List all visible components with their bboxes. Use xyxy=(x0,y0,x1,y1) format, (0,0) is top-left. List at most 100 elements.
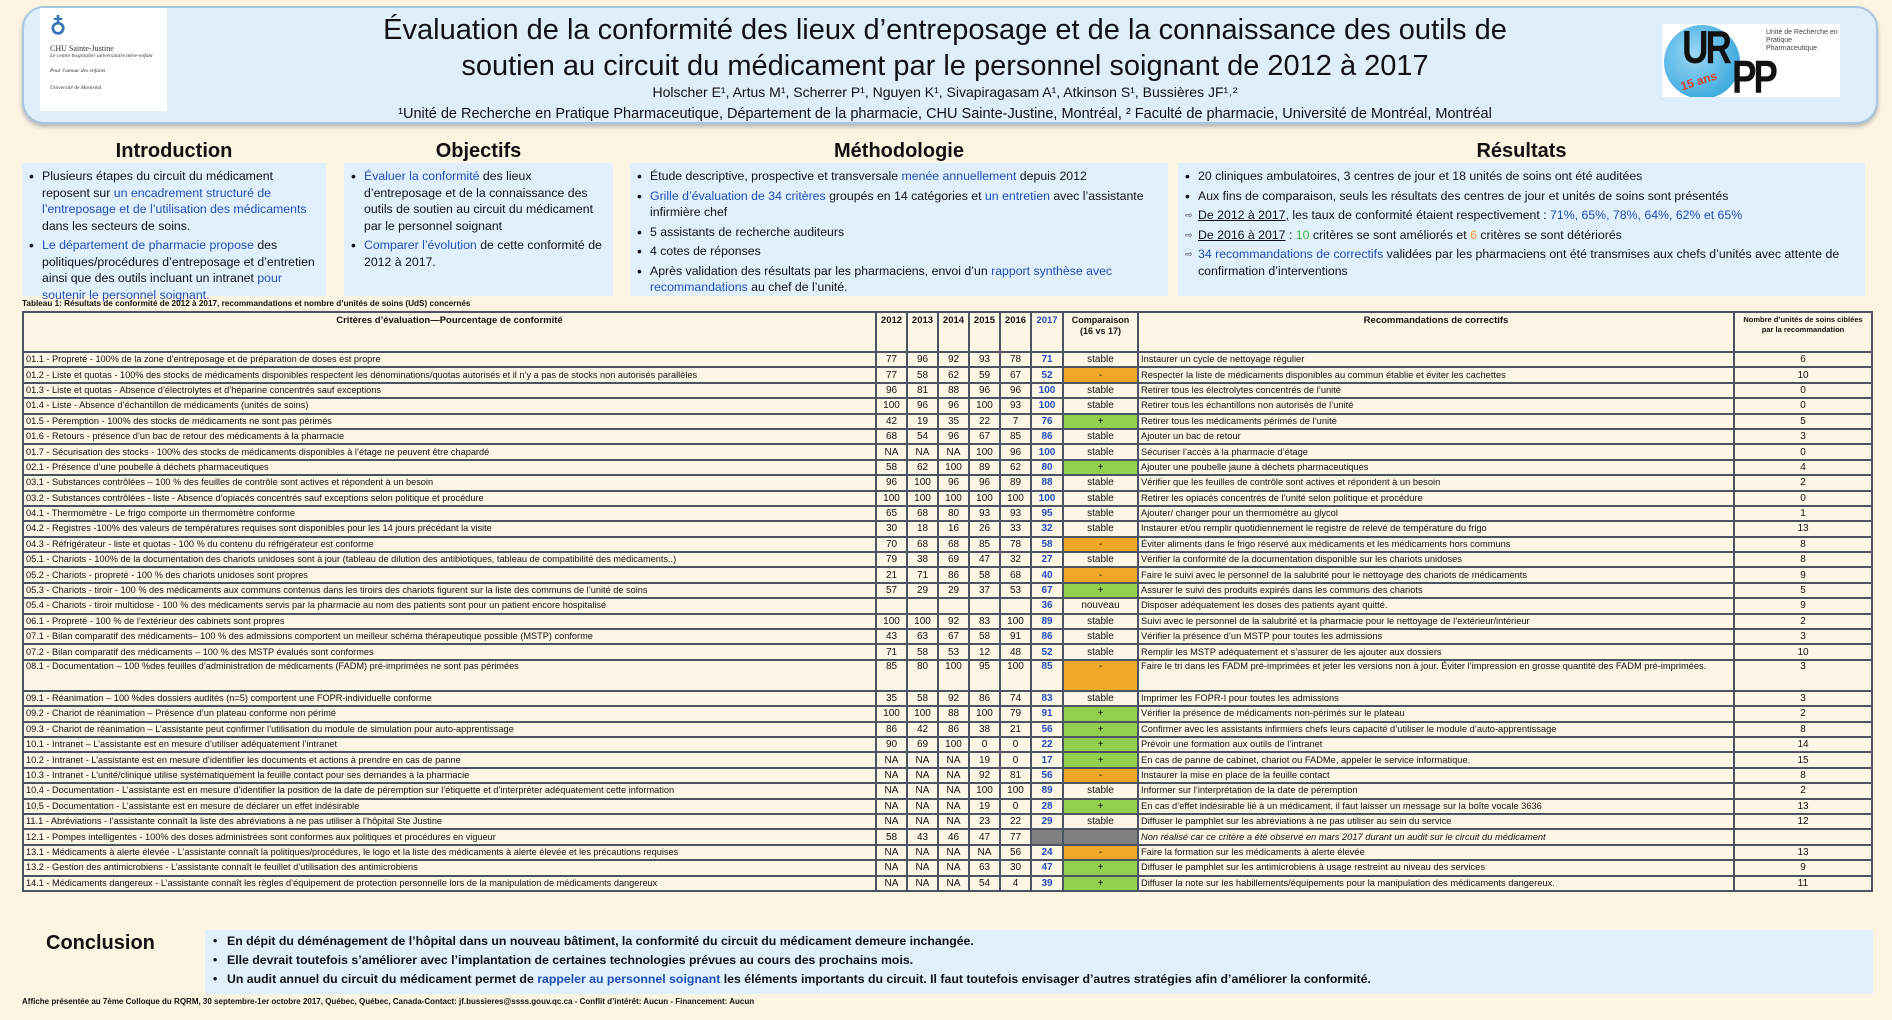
text-segment: validées par les pharmaciens ont été tra… xyxy=(1198,247,1840,278)
units-count-cell: 5 xyxy=(1733,412,1873,430)
value-2017-cell: 89 xyxy=(1030,782,1064,800)
year-value-cell: NA xyxy=(937,443,970,461)
year-value-cell: NA xyxy=(937,843,970,862)
list-item: Un audit annuel du circuit du médicament… xyxy=(213,970,1865,989)
poster-header xyxy=(22,6,1878,124)
list-item: 5 assistants de recherche auditeurs xyxy=(636,224,1162,241)
year-value-cell: 59 xyxy=(968,366,1001,384)
comparison-cell: stable xyxy=(1062,381,1139,400)
recommendation-cell: Ajouter/ changer pour un thermomètre au … xyxy=(1137,504,1735,523)
year-value-cell: 62 xyxy=(906,458,939,477)
year-value-cell: 89 xyxy=(999,474,1032,492)
table-header-row: Critères d’évaluation—Pourcentage de con… xyxy=(22,311,1873,353)
year-value-cell: 95 xyxy=(968,658,1001,692)
text-segment: 10 xyxy=(1295,227,1310,242)
table-row: 04.2 - Registres -100% des valeurs de te… xyxy=(22,520,1873,538)
header-year: 2012 xyxy=(875,311,908,353)
comparison-cell: + xyxy=(1062,720,1139,739)
units-count-cell: 8 xyxy=(1733,551,1873,569)
year-value-cell: 100 xyxy=(875,705,908,723)
text-segment: au chef de l’unité. xyxy=(747,280,848,294)
header-year-2017: 2017 xyxy=(1030,311,1064,353)
table-row: 01.1 - Propreté - 100% de la zone d’entr… xyxy=(22,350,1873,369)
year-value-cell: 57 xyxy=(875,581,908,600)
criterion-cell: 11.1 - Abréviations - l’assistante conna… xyxy=(22,812,877,831)
urpp-logo-pp: PP xyxy=(1732,51,1778,97)
text-segment: Étude descriptive, prospective et transv… xyxy=(650,169,902,183)
year-value-cell: 38 xyxy=(906,551,939,569)
year-value-cell: 32 xyxy=(999,551,1032,569)
comparison-cell: stable xyxy=(1062,474,1139,492)
value-2017-cell: 89 xyxy=(1030,612,1064,631)
year-value-cell: NA xyxy=(875,843,908,862)
year-value-cell: 100 xyxy=(937,458,970,477)
chu-logo-mark-icon: ♁ xyxy=(50,14,67,39)
year-value-cell: 62 xyxy=(937,366,970,384)
units-count-cell: 5 xyxy=(1733,581,1873,600)
year-value-cell: 19 xyxy=(906,412,939,430)
year-value-cell: 81 xyxy=(999,766,1032,785)
units-count-cell: 13 xyxy=(1733,843,1873,862)
year-value-cell: 65 xyxy=(875,504,908,523)
units-count-cell: 9 xyxy=(1733,566,1873,584)
comparison-cell: + xyxy=(1062,458,1139,477)
year-value-cell: 56 xyxy=(999,843,1032,862)
year-value-cell: NA xyxy=(875,874,908,892)
recommendation-cell: Ajouter une poubelle jaune à déchets pha… xyxy=(1137,458,1735,477)
recommendation-cell: Confirmer avec les assistants infirmiers… xyxy=(1137,720,1735,739)
table-row: 01.3 - Liste et quotas - Absence d’élect… xyxy=(22,381,1873,400)
value-2017-cell: 32 xyxy=(1030,520,1064,538)
year-value-cell: 7 xyxy=(999,412,1032,430)
year-value-cell: 100 xyxy=(937,658,970,692)
criterion-cell: 07.1 - Bilan comparatif des médicaments–… xyxy=(22,628,877,646)
table-row: 08.1 - Documentation – 100 %des feuilles… xyxy=(22,658,1873,692)
year-value-cell: 90 xyxy=(875,735,908,754)
year-value-cell: NA xyxy=(875,443,908,461)
comparison-cell: + xyxy=(1062,412,1139,430)
introduction-heading: Introduction xyxy=(115,140,233,162)
year-value-cell: 85 xyxy=(875,658,908,692)
units-count-cell: 8 xyxy=(1733,766,1873,785)
table-row: 01.7 - Sécurisation des stocks - 100% de… xyxy=(22,443,1873,461)
table-row: 09.2 - Chariot de réanimation – Présence… xyxy=(22,705,1873,723)
objectifs-list: Évaluer la conformité des lieux d’entrep… xyxy=(350,168,607,270)
table-row: 04.3 - Réfrigérateur - liste et quotas -… xyxy=(22,535,1873,554)
recommendation-cell: Faire le suivi avec le personnel de la s… xyxy=(1137,566,1735,584)
year-value-cell: 77 xyxy=(875,350,908,369)
criterion-cell: 03.1 - Substances contrôlées – 100 % des… xyxy=(22,474,877,492)
value-2017-cell: 86 xyxy=(1030,628,1064,646)
text-segment: Plusieurs étapes du circuit du médicamen… xyxy=(42,169,274,200)
list-item: Comparer l’évolution de cette conformité… xyxy=(350,237,607,270)
year-value-cell: 89 xyxy=(968,458,1001,477)
year-value-cell: 68 xyxy=(906,504,939,523)
year-value-cell: NA xyxy=(937,751,970,769)
recommendation-cell: Non réalisé car ce critère a été observé… xyxy=(1137,828,1735,846)
value-2017-cell: 24 xyxy=(1030,843,1064,862)
header-units: Nombre d’unités de soins ciblées par la … xyxy=(1733,311,1873,353)
year-value-cell: NA xyxy=(906,751,939,769)
text-segment: rapport synthèse avec recommandations xyxy=(650,263,1113,295)
year-value-cell: 100 xyxy=(875,397,908,415)
year-value-cell: 21 xyxy=(999,720,1032,739)
year-value-cell: 81 xyxy=(906,381,939,400)
table-row: 10.4 - Documentation - L’assistante est … xyxy=(22,782,1873,800)
value-2017-cell: 100 xyxy=(1030,397,1064,415)
units-count-cell: 10 xyxy=(1733,643,1873,661)
year-value-cell: 96 xyxy=(875,381,908,400)
recommendation-cell: Faire la formation sur les médicaments à… xyxy=(1137,843,1735,862)
text-segment: Comparer l’évolution xyxy=(364,238,477,252)
comparison-cell: - xyxy=(1062,658,1139,692)
year-value-cell: 42 xyxy=(875,412,908,430)
list-item: De 2016 à 2017 : 10 critères se sont amé… xyxy=(1184,227,1859,244)
value-2017-cell: 86 xyxy=(1030,427,1064,446)
resultats-box: 20 cliniques ambulatoires, 3 centres de … xyxy=(1178,163,1865,296)
year-value-cell: 58 xyxy=(906,643,939,661)
comparison-cell: + xyxy=(1062,735,1139,754)
units-count-cell: 9 xyxy=(1733,859,1873,877)
year-value-cell: NA xyxy=(937,782,970,800)
year-value-cell: 92 xyxy=(937,612,970,631)
criterion-cell: 13.1 - Médicaments à alerte élevée - L’a… xyxy=(22,843,877,862)
year-value-cell: 100 xyxy=(875,612,908,631)
criterion-cell: 08.1 - Documentation – 100 %des feuilles… xyxy=(22,658,877,692)
conclusion-heading: Conclusion xyxy=(46,932,155,954)
